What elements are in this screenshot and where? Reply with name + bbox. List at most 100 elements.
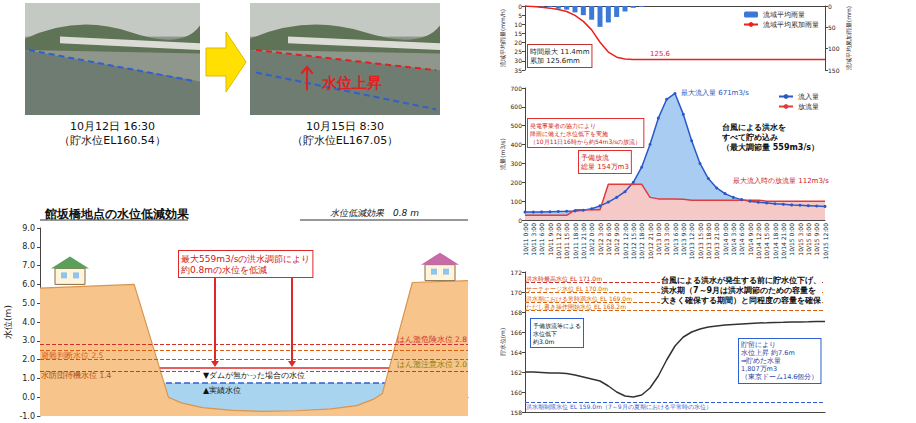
svg-text:洪水期（7～9月は洪水調節のための容量を: 洪水期（7～9月は洪水調節のための容量を [660,285,816,295]
svg-text:洪水期における常時満水位 EL 169.0m: 洪水期における常時満水位 EL 169.0m [526,295,632,303]
svg-text:700: 700 [511,85,523,92]
svg-text:2.0: 2.0 [22,355,35,364]
svg-text:1,807万m3: 1,807万m3 [741,365,777,373]
svg-text:10/14 21:00: 10/14 21:00 [780,223,787,260]
svg-text:最大流入時の放流量 112m3/s: 最大流入時の放流量 112m3/s [733,177,829,185]
svg-text:20: 20 [514,39,522,46]
svg-text:水位低減効果 0.8 m: 水位低減効果 0.8 m [330,208,419,218]
svg-text:0: 0 [828,3,832,10]
svg-text:10/15 3:00: 10/15 3:00 [797,223,804,256]
svg-text:162: 162 [511,369,523,376]
svg-text:10/13 15:00: 10/13 15:00 [697,223,704,260]
svg-text:100: 100 [511,198,523,205]
svg-text:最大流入量 671m3/s: 最大流入量 671m3/s [681,89,749,97]
svg-text:300: 300 [511,160,523,167]
svg-text:⇒貯めた水量: ⇒貯めた水量 [741,357,781,365]
svg-text:10/14 6:00: 10/14 6:00 [738,223,745,256]
svg-text:125.6: 125.6 [650,50,671,58]
svg-text:1.0: 1.0 [22,374,35,383]
svg-text:150: 150 [828,67,840,74]
svg-text:10: 10 [514,21,522,28]
svg-text:10/12 18:00: 10/12 18:00 [638,223,645,260]
svg-text:10/13 0:00: 10/13 0:00 [655,223,662,256]
svg-text:（最大調節量 559m3/s）: （最大調節量 559m3/s） [722,143,819,152]
svg-text:▲実績水位: ▲実績水位 [203,386,241,395]
svg-text:-1.0: -1.0 [19,412,35,421]
svg-text:172: 172 [511,269,523,276]
svg-text:100: 100 [828,45,840,52]
svg-text:9.0: 9.0 [22,224,35,233]
svg-text:10/14 0:00: 10/14 0:00 [722,223,729,256]
svg-text:10/13 21:00: 10/13 21:00 [713,223,720,260]
svg-text:158: 158 [511,409,523,416]
svg-text:総量 154万m3: 総量 154万m3 [580,163,629,171]
svg-text:10/11 21:00: 10/11 21:00 [580,223,587,260]
svg-text:10/15 0:00: 10/15 0:00 [788,223,795,256]
svg-text:500: 500 [511,122,523,129]
svg-text:水位上昇 約7.6m: 水位上昇 約7.6m [741,349,795,357]
svg-text:流域平均雨量(mm/h): 流域平均雨量(mm/h) [499,9,506,67]
svg-text:4.0: 4.0 [22,318,35,327]
svg-text:館坂橋地点の水位低減効果: 館坂橋地点の水位低減効果 [44,207,190,221]
svg-text:時間最大 11.4mm: 時間最大 11.4mm [530,48,590,56]
svg-text:流域平均雨量: 流域平均雨量 [763,11,805,19]
svg-text:10/12 12:00: 10/12 12:00 [622,223,629,260]
svg-text:600: 600 [511,103,523,110]
svg-text:台風による洪水が発生する前に貯水位下げ、: 台風による洪水が発生する前に貯水位下げ、 [661,276,821,285]
svg-text:10/11 18:00: 10/11 18:00 [572,223,579,260]
svg-text:流域平均累加雨量: 流域平均累加雨量 [763,21,819,29]
svg-text:6.0: 6.0 [22,280,35,289]
svg-text:▼ダムが無かった場合の水位: ▼ダムが無かった場合の水位 [203,371,305,380]
svg-text:35: 35 [514,67,522,74]
svg-text:放流量: 放流量 [798,103,819,111]
svg-text:0: 0 [518,3,522,10]
svg-text:400: 400 [511,141,523,148]
svg-text:8.0: 8.0 [22,242,35,251]
svg-text:洪水期制限水位 EL 159.0m（7～9月の夏期における平: 洪水期制限水位 EL 159.0m（7～9月の夏期における平常時の水位） [526,403,712,411]
svg-text:164: 164 [511,349,523,356]
svg-text:流域平均累加雨量(mm): 流域平均累加雨量(mm) [845,6,852,70]
svg-text:10/11 12:00: 10/11 12:00 [555,223,562,260]
svg-text:台風による洪水を: 台風による洪水を [722,123,786,132]
svg-text:160: 160 [511,389,523,396]
svg-text:大きく確保する期間）と同程度の容量を確保: 大きく確保する期間）と同程度の容量を確保 [661,295,822,305]
svg-text:30: 30 [514,57,522,64]
svg-text:10/11 9:00: 10/11 9:00 [547,223,554,256]
svg-text:10/12 21:00: 10/12 21:00 [647,223,654,260]
svg-text:避難判断水位 2.5: 避難判断水位 2.5 [41,351,104,360]
svg-text:10/12 0:00: 10/12 0:00 [588,223,595,256]
svg-text:洪水時最高水位 EL 171.0m: 洪水時最高水位 EL 171.0m [526,275,602,282]
svg-text:10/13 9:00: 10/13 9:00 [680,223,687,256]
svg-text:予備放流: 予備放流 [581,154,609,162]
svg-text:水位(m): 水位(m) [3,305,13,339]
svg-text:25: 25 [514,48,522,55]
svg-text:水防団待機水位 1.4: 水防団待機水位 1.4 [41,371,112,380]
svg-text:水位低下: 水位低下 [533,330,557,337]
svg-text:10/11 3:00: 10/11 3:00 [530,223,537,256]
svg-text:すべて貯め込み: すべて貯め込み [721,133,778,142]
svg-text:予備放流等による: 予備放流等による [533,322,581,329]
svg-text:10/12 15:00: 10/12 15:00 [630,223,637,260]
svg-text:降雨に備えた水位低下を実施: 降雨に備えた水位低下を実施 [530,130,608,137]
svg-text:7.0: 7.0 [22,261,35,270]
svg-text:10/13 12:00: 10/13 12:00 [688,223,695,260]
svg-text:10/14 15:00: 10/14 15:00 [763,223,770,260]
svg-text:流入量: 流入量 [798,93,819,101]
svg-text:10/12 6:00: 10/12 6:00 [605,223,612,256]
svg-text:166: 166 [511,329,523,336]
svg-text:15: 15 [514,30,522,37]
svg-text:10/12 9:00: 10/12 9:00 [613,223,620,256]
svg-text:0.0: 0.0 [22,393,35,402]
svg-text:累加 125.6mm: 累加 125.6mm [530,57,580,65]
svg-text:3.0: 3.0 [22,336,35,345]
svg-text:10/15 12:00: 10/15 12:00 [822,223,829,260]
svg-text:約0.8mの水位を低減: 約0.8mの水位を低減 [181,265,267,275]
svg-text:5.0: 5.0 [22,299,35,308]
svg-text:はん濫危険水位 2.8: はん濫危険水位 2.8 [397,335,468,344]
svg-text:10/14 12:00: 10/14 12:00 [755,223,762,260]
svg-text:発電事業者の協力により: 発電事業者の協力により [530,122,596,129]
svg-text:はん濫注意水位 2.0: はん濫注意水位 2.0 [397,360,468,369]
svg-text:170: 170 [511,289,523,296]
svg-text:200: 200 [511,179,523,186]
svg-text:サーチャージ水位 EL 170.0m: サーチャージ水位 EL 170.0m [526,285,608,292]
